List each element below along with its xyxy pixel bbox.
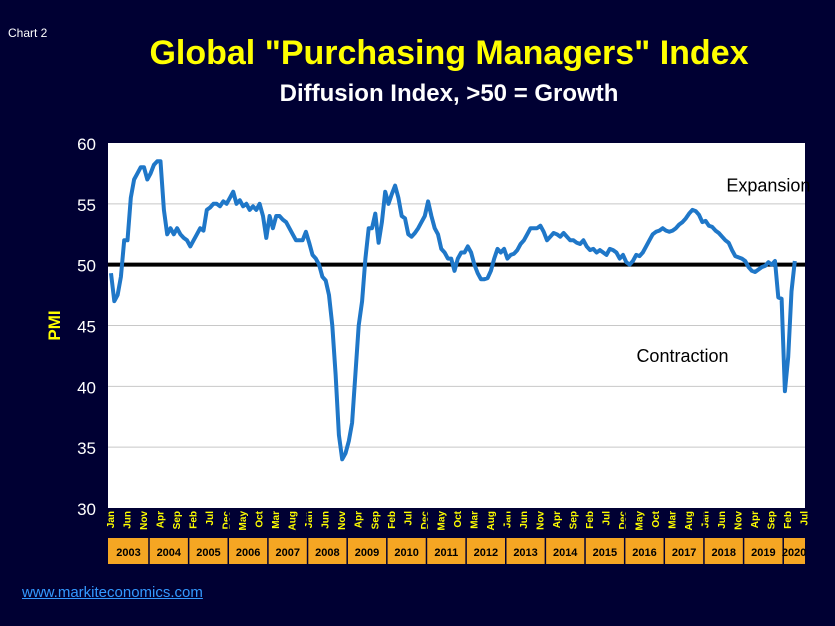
y-tick-label: 60: [77, 135, 96, 154]
x-month-tick-label: Apr: [156, 511, 167, 528]
x-month-tick-label: Mar: [271, 511, 282, 529]
chart-title: Global "Purchasing Managers" Index: [149, 34, 749, 72]
x-month-tick-label: Jan: [304, 511, 315, 528]
x-year-label: 2004: [157, 547, 182, 559]
x-month-tick-label: Sep: [172, 511, 183, 529]
x-month-tick-label: Nov: [139, 511, 150, 530]
x-month-tick-label: Jan: [502, 511, 513, 528]
month-band: [108, 508, 805, 538]
x-year-label: 2005: [196, 547, 220, 559]
x-year-label: 2017: [672, 547, 696, 559]
annotation-expansion: Expansion: [726, 176, 810, 196]
x-month-tick-label: Apr: [354, 511, 365, 528]
chart-number-label: Chart 2: [8, 26, 48, 40]
x-month-tick-label: Oct: [255, 510, 266, 527]
x-month-tick-label: Nov: [734, 511, 745, 530]
x-year-label: 2008: [315, 547, 339, 559]
x-month-tick-label: May: [238, 511, 249, 531]
x-month-tick-label: Jul: [205, 511, 216, 526]
x-month-tick-label: Jun: [321, 511, 332, 529]
x-year-label: 2020: [782, 547, 806, 559]
y-tick-label: 40: [77, 378, 96, 397]
x-year-label: 2010: [394, 547, 418, 559]
x-month-tick-label: Sep: [767, 511, 778, 529]
x-month-tick-label: Oct: [651, 510, 662, 527]
x-month-tick-label: May: [436, 511, 447, 531]
x-month-tick-label: Apr: [750, 511, 761, 528]
x-month-tick-label: Feb: [585, 511, 596, 529]
x-month-tick-label: Jul: [601, 511, 612, 526]
x-month-tick-label: Jun: [519, 511, 530, 529]
series-line-pmi: [109, 159, 797, 462]
x-month-tick-label: Jun: [123, 511, 134, 529]
y-tick-label: 35: [77, 439, 96, 458]
x-axis: Jan Jun Nov Apr Sep Feb Jul Dec May Oct Mar Aug Jan J…: [106, 508, 811, 564]
x-year-label: 2011: [434, 547, 458, 559]
x-month-tick-label: Apr: [552, 511, 563, 528]
x-month-tick-label: Nov: [535, 511, 546, 530]
y-tick-label: 55: [77, 196, 96, 215]
x-month-tick-label: Jun: [717, 511, 728, 529]
x-month-tick-label: Aug: [486, 511, 497, 530]
x-month-tick-label: Dec: [618, 511, 629, 530]
x-year-label: 2018: [712, 547, 736, 559]
x-month-tick-label: Dec: [222, 511, 233, 530]
x-month-tick-label: Nov: [337, 511, 348, 530]
x-year-label: 2013: [513, 547, 537, 559]
x-month-tick-label: Mar: [668, 511, 679, 529]
x-year-label: 2019: [751, 547, 775, 559]
x-month-tick-label: Jul: [800, 511, 811, 526]
x-month-tick-label: Mar: [469, 511, 480, 529]
annotation-contraction: Contraction: [636, 346, 728, 366]
x-year-label: 2007: [275, 547, 299, 559]
y-axis-label: PMI: [45, 310, 64, 340]
x-month-tick-label: Jul: [403, 511, 414, 526]
x-year-label: 2016: [632, 547, 656, 559]
x-year-label: 2015: [593, 547, 617, 559]
x-month-tick-label: Sep: [370, 511, 381, 529]
x-year-label: 2006: [236, 547, 260, 559]
x-year-label: 2009: [355, 547, 379, 559]
x-month-tick-label: Dec: [420, 511, 431, 530]
x-month-tick-label: Sep: [568, 511, 579, 529]
y-axis-ticks: 30 35 40 45 50 55 60: [77, 135, 96, 519]
x-year-label: 2014: [553, 547, 578, 559]
x-year-label: 2003: [116, 547, 140, 559]
x-month-tick-label: Feb: [387, 511, 398, 529]
x-month-tick-label: Aug: [684, 511, 695, 530]
x-month-tick-label: Oct: [453, 510, 464, 527]
x-month-tick-label: Feb: [189, 511, 200, 529]
x-month-tick-label: Aug: [288, 511, 299, 530]
x-month-tick-label: Jan: [701, 511, 712, 528]
y-tick-label: 30: [77, 500, 96, 519]
x-month-tick-label: Feb: [783, 511, 794, 529]
source-link[interactable]: www.markiteconomics.com: [22, 584, 203, 601]
year-band: [108, 538, 805, 564]
y-tick-label: 45: [77, 318, 96, 337]
x-month-tick-label: Jan: [106, 511, 117, 528]
x-month-tick-label: May: [635, 511, 646, 531]
x-year-label: 2012: [474, 547, 498, 559]
chart-subtitle: Diffusion Index, >50 = Growth: [279, 80, 619, 107]
y-tick-label: 50: [77, 257, 96, 276]
